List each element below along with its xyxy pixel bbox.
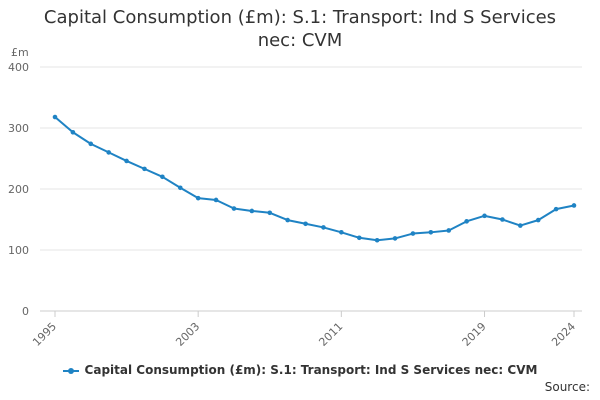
data-point (231, 206, 237, 211)
data-point (356, 235, 362, 241)
series-line (54, 116, 575, 242)
data-point (500, 217, 505, 222)
y-tick-label: 100 (8, 244, 29, 257)
data-point (535, 217, 541, 223)
data-point (88, 141, 94, 147)
data-point (464, 219, 469, 224)
x-tick-label: 2024 (549, 320, 578, 349)
data-point (106, 150, 111, 155)
data-point (553, 206, 559, 212)
data-point (392, 236, 398, 241)
data-point (160, 174, 165, 180)
y-tick-label: 200 (8, 183, 29, 196)
data-point (213, 197, 219, 203)
x-tick-label: 2011 (316, 320, 345, 349)
data-point (267, 210, 273, 216)
axes: 0 100 200 300 400 1995 2003 2011 2019 2024 (8, 61, 578, 349)
data-point (339, 230, 344, 235)
data-point (410, 231, 416, 236)
gridlines (40, 66, 582, 312)
y-axis-unit-label: £m (11, 46, 29, 59)
data-point (571, 203, 577, 208)
data-point (303, 221, 308, 227)
data-point (285, 217, 290, 223)
data-point (52, 114, 58, 120)
data-point (124, 158, 129, 164)
data-point (195, 195, 201, 201)
data-point (70, 129, 76, 135)
data-point (321, 225, 326, 230)
source-label: Source: (544, 380, 590, 394)
data-point (518, 223, 523, 228)
data-point (374, 237, 380, 243)
y-tick-label: 0 (22, 305, 29, 318)
data-point (482, 213, 487, 219)
data-point (177, 185, 183, 191)
data-point (428, 230, 434, 235)
chart-title: Capital Consumption (£m): S.1: Transport… (43, 7, 557, 51)
data-point (249, 208, 255, 214)
legend-label: Capital Consumption (£m): S.1: Transport… (84, 363, 538, 377)
y-tick-label: 300 (8, 122, 29, 135)
series-layer (52, 114, 577, 243)
x-tick-label: 2019 (460, 320, 489, 349)
data-point (446, 228, 452, 233)
legend: Capital Consumption (£m): S.1: Transport… (0, 363, 600, 377)
x-tick-label: 1995 (30, 320, 59, 349)
data-point (142, 166, 147, 172)
x-tick-label: 2003 (173, 320, 202, 349)
y-tick-label: 400 (8, 61, 29, 74)
legend-line-marker-icon (62, 367, 79, 374)
